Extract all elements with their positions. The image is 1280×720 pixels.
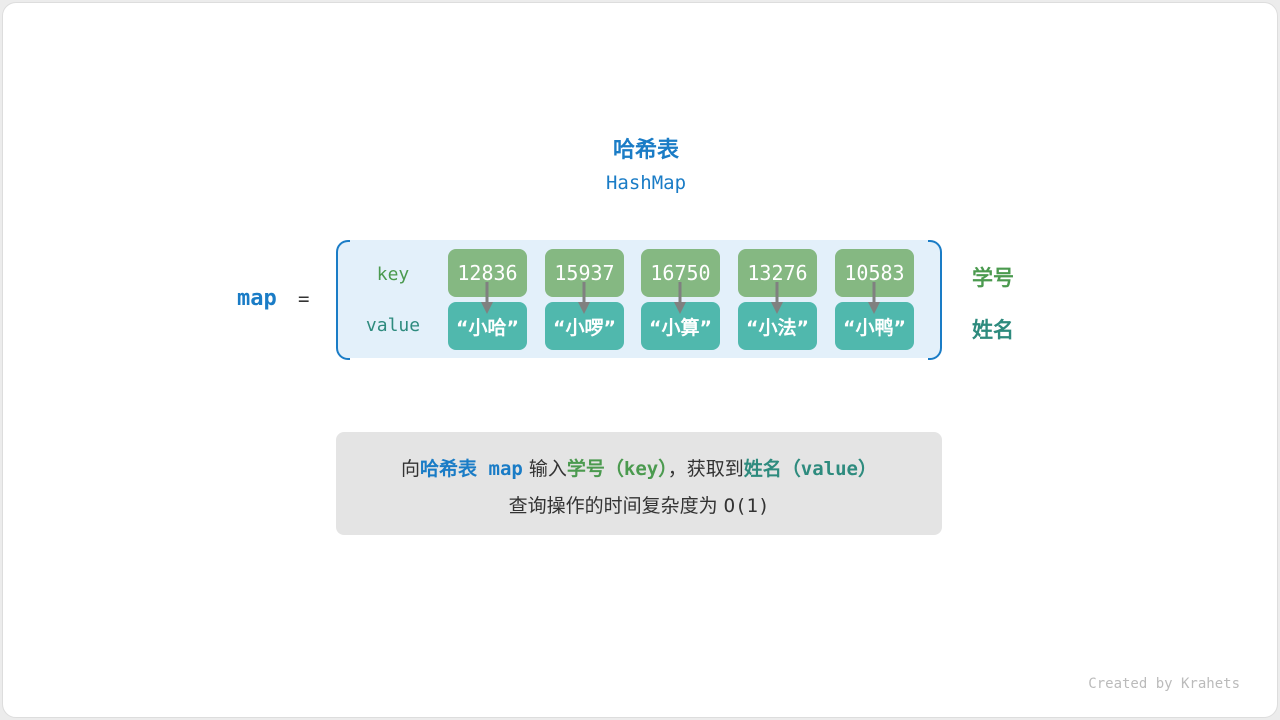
arrow-icon bbox=[868, 282, 880, 314]
note-value: （value） bbox=[781, 458, 877, 480]
credit: Created by Krahets bbox=[1088, 676, 1240, 692]
description-line-2: 查询操作的时间复杂度为 O(1) bbox=[336, 491, 942, 518]
note-key: （key） bbox=[604, 458, 668, 480]
title: 哈希表 bbox=[612, 138, 679, 163]
value-box: “小鸭” bbox=[835, 302, 914, 350]
note-text: 向 bbox=[401, 458, 421, 480]
value-box: “小法” bbox=[738, 302, 817, 350]
arrow-icon bbox=[771, 282, 783, 314]
arrow-icon bbox=[578, 282, 590, 314]
key-side-label: 学号 bbox=[972, 266, 1014, 290]
key-box: 12836 bbox=[448, 249, 527, 297]
value-row-label: value bbox=[365, 315, 421, 336]
map-variable: map bbox=[237, 286, 277, 311]
key-row-label: key bbox=[376, 264, 410, 285]
arrow-icon bbox=[674, 282, 686, 314]
value-side-label: 姓名 bbox=[972, 318, 1014, 342]
note-value-label: 姓名 bbox=[743, 458, 782, 480]
complexity: O(1) bbox=[723, 495, 770, 517]
note-key-label: 学号 bbox=[566, 458, 605, 480]
note-text: 查询操作的时间复杂度为 bbox=[508, 495, 724, 517]
description-box: 向哈希表 map 输入学号（key），获取到姓名（value） 查询操作的时间复… bbox=[336, 432, 942, 535]
note-text: 输入 bbox=[522, 458, 567, 480]
note-text: ，获取到 bbox=[667, 458, 744, 480]
subtitle: HashMap bbox=[605, 172, 687, 194]
equals-sign: = bbox=[298, 288, 310, 310]
note-hashmap: 哈希表 bbox=[420, 458, 478, 480]
description-line-1: 向哈希表 map 输入学号（key），获取到姓名（value） bbox=[336, 454, 942, 481]
note-map: map bbox=[477, 458, 523, 480]
left-brace bbox=[336, 240, 350, 360]
right-brace bbox=[928, 240, 942, 360]
arrow-icon bbox=[481, 282, 493, 314]
